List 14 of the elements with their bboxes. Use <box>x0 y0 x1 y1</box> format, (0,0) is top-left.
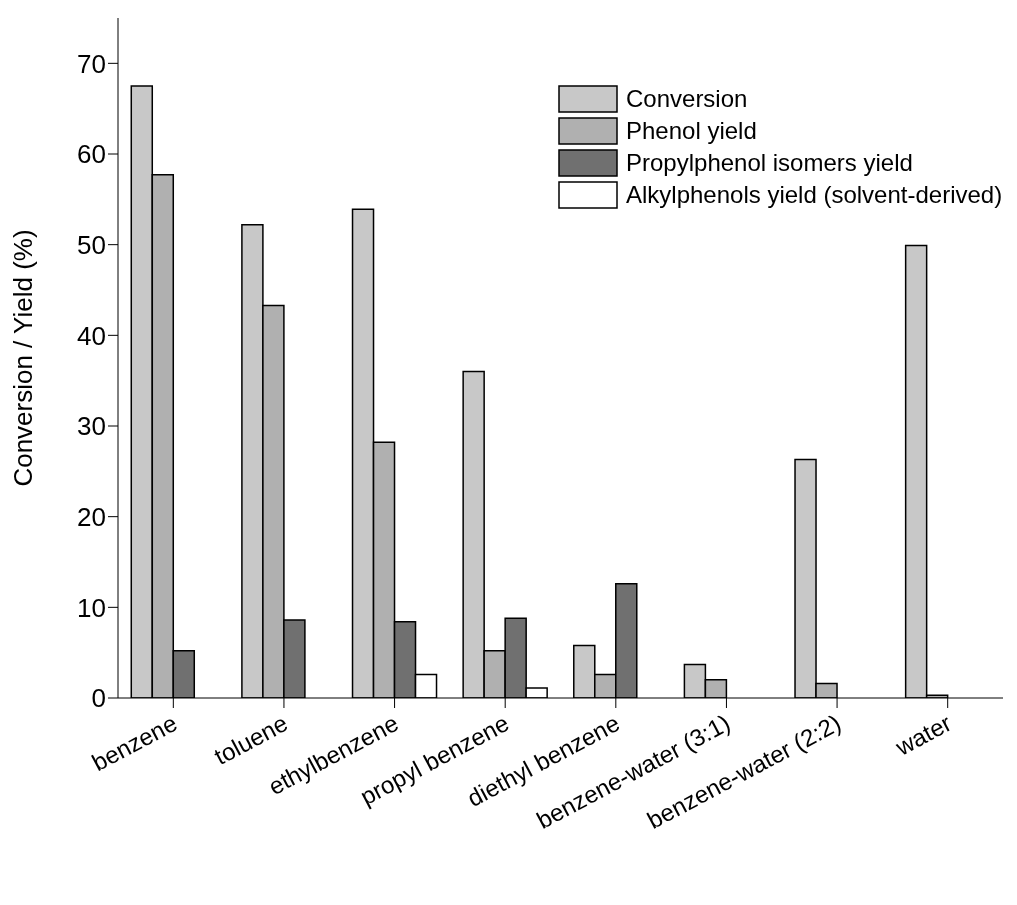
y-tick-label: 10 <box>77 592 106 623</box>
y-tick-label: 40 <box>77 320 106 351</box>
legend-label: Propylphenol isomers yield <box>626 149 913 177</box>
y-tick-label: 50 <box>77 229 106 260</box>
y-tick-label: 70 <box>77 48 106 79</box>
y-tick-label: 30 <box>77 411 106 442</box>
legend-label: Alkylphenols yield (solvent-derived) <box>626 181 1003 209</box>
legend-label: Conversion <box>626 85 748 113</box>
x-tick-label: water <box>890 709 956 762</box>
y-tick-label: 60 <box>77 139 106 170</box>
legend-label: Phenol yield <box>626 117 757 145</box>
y-tick-label: 0 <box>91 683 106 714</box>
y-axis-title: Conversion / Yield (%) <box>8 229 39 487</box>
y-tick-label: 20 <box>77 501 106 532</box>
